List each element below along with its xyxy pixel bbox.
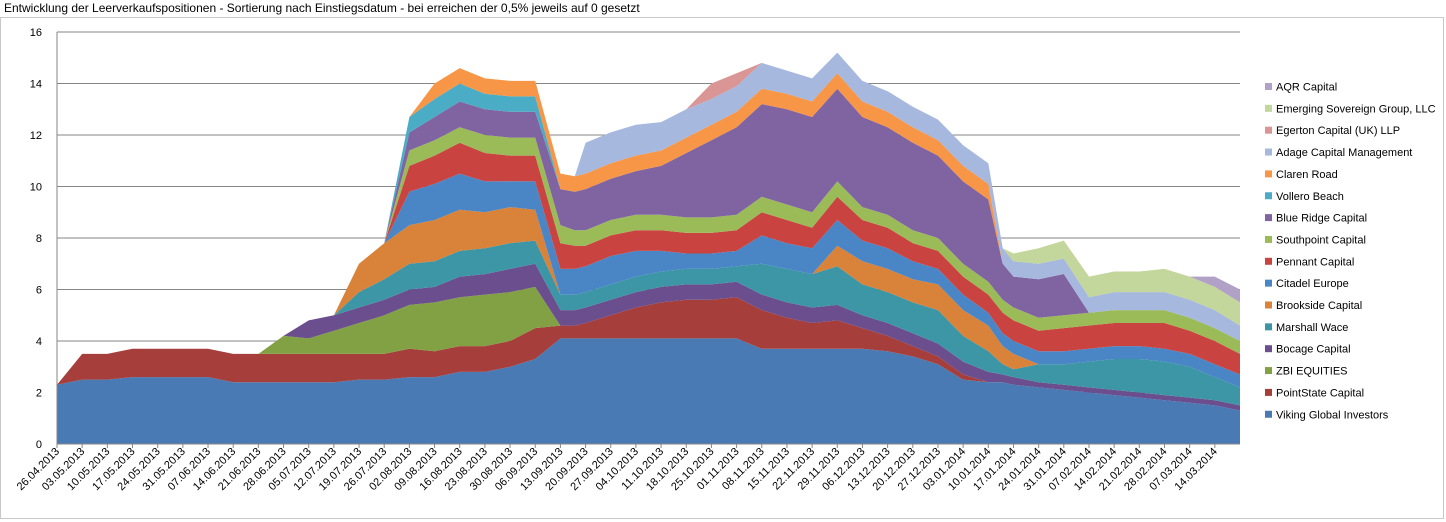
y-tick-labels: 0 2 4 6 8 10 12 14 16 bbox=[30, 27, 42, 451]
legend-label: AQR Capital bbox=[1276, 82, 1337, 94]
y-tick-label: 12 bbox=[30, 130, 42, 142]
legend-swatch bbox=[1265, 388, 1272, 396]
legend-label: Southpoint Capital bbox=[1276, 234, 1366, 246]
legend-swatch bbox=[1265, 323, 1272, 331]
legend-swatch bbox=[1265, 410, 1272, 418]
legend-swatch bbox=[1265, 257, 1272, 265]
y-tick-label: 10 bbox=[30, 182, 42, 194]
legend-label: Claren Road bbox=[1276, 169, 1338, 181]
area-series-2 bbox=[57, 297, 1240, 411]
legend-label: Marshall Wace bbox=[1276, 322, 1348, 334]
area-series-10 bbox=[57, 88, 1240, 385]
legend-label: Brookside Capital bbox=[1276, 300, 1362, 312]
chart-title: Entwicklung der Leerverkaufspositionen -… bbox=[4, 1, 640, 15]
area-series-13 bbox=[57, 52, 1240, 385]
legend-label: Adage Capital Management bbox=[1276, 147, 1412, 159]
area-series-4 bbox=[57, 263, 1240, 411]
legend-swatch bbox=[1265, 367, 1272, 375]
legend-label: Egerton Capital (UK) LLP bbox=[1276, 125, 1400, 137]
legend-swatch bbox=[1265, 235, 1272, 243]
legend-swatch bbox=[1265, 279, 1272, 287]
legend-swatch bbox=[1265, 126, 1272, 134]
area-series-12 bbox=[57, 68, 1240, 385]
axes bbox=[56, 32, 1240, 448]
legend-swatch bbox=[1265, 214, 1272, 222]
legend: AQR Capital Emerging Sovereign Group, LLC… bbox=[1265, 82, 1436, 421]
chart-frame bbox=[0, 17, 1444, 519]
legend-label: Vollero Beach bbox=[1276, 191, 1344, 203]
legend-label: ZBI EQUITIES bbox=[1276, 366, 1348, 378]
legend-swatch bbox=[1265, 104, 1272, 112]
legend-swatch bbox=[1265, 345, 1272, 353]
legend-label: Citadel Europe bbox=[1276, 278, 1349, 290]
legend-label: Bocage Capital bbox=[1276, 344, 1351, 356]
y-tick-label: 6 bbox=[36, 285, 42, 297]
x-tick-labels: 26.04.201303.05.201310.05.201317.05.2013… bbox=[15, 446, 1220, 493]
y-tick-label: 14 bbox=[30, 79, 42, 91]
legend-swatch bbox=[1265, 192, 1272, 200]
series-areas bbox=[57, 52, 1240, 444]
y-tick-label: 0 bbox=[36, 439, 42, 451]
area-series-1 bbox=[57, 338, 1240, 444]
legend-swatch bbox=[1265, 83, 1272, 90]
legend-swatch bbox=[1265, 170, 1272, 178]
legend-swatch bbox=[1265, 148, 1272, 156]
legend-swatch bbox=[1265, 301, 1272, 309]
area-series-3 bbox=[57, 286, 1240, 411]
y-tick-label: 2 bbox=[36, 388, 42, 400]
area-series-5 bbox=[57, 240, 1240, 406]
legend-label: Blue Ridge Capital bbox=[1276, 213, 1367, 225]
y-tick-label: 8 bbox=[36, 233, 42, 245]
legend-label: Viking Global Investors bbox=[1276, 409, 1389, 421]
legend-label: PointState Capital bbox=[1276, 387, 1364, 399]
y-tick-label: 4 bbox=[36, 336, 42, 348]
y-tick-label: 16 bbox=[30, 27, 42, 39]
legend-label: Emerging Sovereign Group, LLC bbox=[1276, 103, 1436, 115]
legend-label: Pennant Capital bbox=[1276, 256, 1354, 268]
